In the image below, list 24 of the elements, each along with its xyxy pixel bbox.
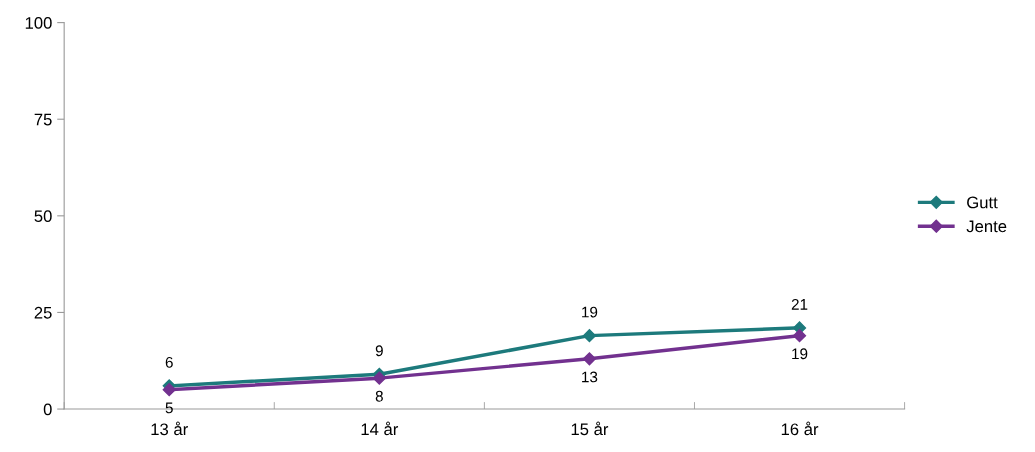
y-tick-label: 75: [34, 113, 52, 126]
y-tick-label: 25: [34, 306, 52, 319]
data-label: 13: [582, 371, 598, 383]
data-label: 19: [582, 306, 598, 318]
y-tick-label: 100: [25, 17, 52, 29]
y-tick-label: 50: [34, 210, 52, 223]
x-tick-label: 13 år: [151, 421, 188, 436]
legend-label: Gutt: [967, 196, 998, 209]
point: [372, 371, 386, 385]
data-label: 8: [375, 390, 383, 402]
x-tick-label: 15 år: [571, 421, 609, 436]
data-label: 19: [792, 348, 808, 360]
data-label: 5: [165, 402, 173, 414]
data-label: 6: [165, 356, 173, 368]
x-tick-label: 14 år: [361, 421, 399, 436]
x-tick-label: 16 år: [781, 421, 819, 436]
point: [792, 329, 807, 343]
data-label: 21: [791, 298, 808, 310]
legend-label: Jente: [966, 220, 1007, 233]
y-tick-label: 0: [43, 403, 52, 416]
data-label: 9: [375, 345, 383, 357]
point: [162, 383, 176, 397]
point: [582, 352, 597, 366]
point: [582, 329, 597, 343]
